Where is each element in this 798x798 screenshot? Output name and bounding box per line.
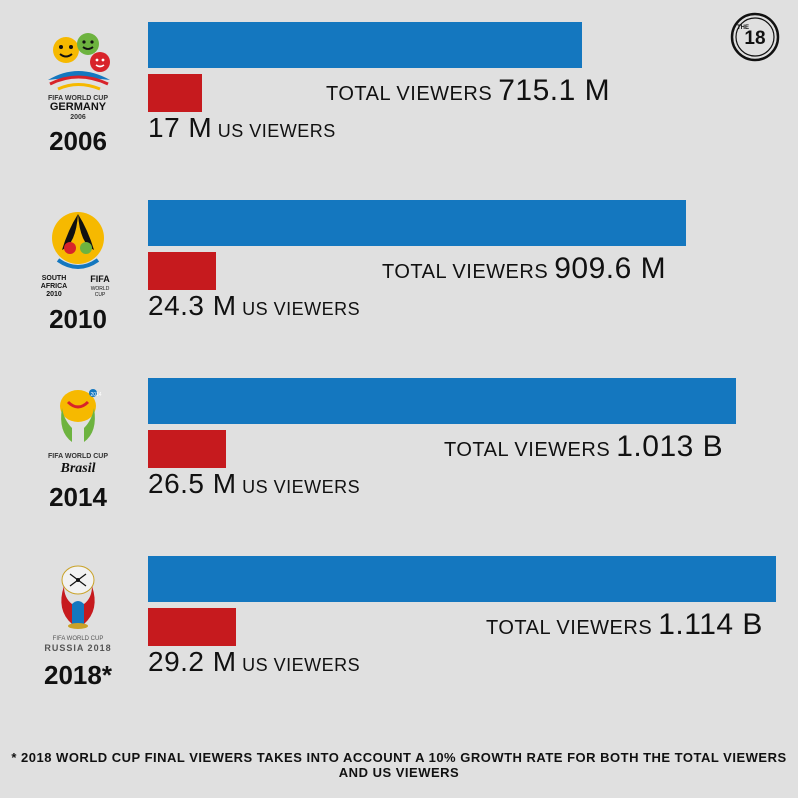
svg-text:2010: 2010 <box>46 291 62 298</box>
total-bar <box>148 378 736 424</box>
wc-logo-2006: FIFA WORLD CUP GERMANY 2006 <box>28 22 128 122</box>
wc-logo-2010: SOUTH AFRICA 2010 FIFA WORLD CUP <box>28 200 128 300</box>
row-2018: FIFA WORLD CUP RUSSIA 2018 2018* TOTAL V… <box>8 552 780 702</box>
total-bar <box>148 556 776 602</box>
bars-2018: TOTAL VIEWERS 1.114 B 29.2 M US VIEWERS <box>148 552 780 646</box>
total-bar <box>148 22 582 68</box>
svg-text:2014: 2014 <box>90 392 101 398</box>
svg-text:CUP: CUP <box>95 292 106 298</box>
logo-col-2014: 2014 FIFA WORLD CUP Brasil 2014 <box>8 374 148 513</box>
svg-text:Brasil: Brasil <box>59 461 95 476</box>
us-bar <box>148 74 202 112</box>
svg-text:SOUTH: SOUTH <box>42 275 67 282</box>
logo-col-2018: FIFA WORLD CUP RUSSIA 2018 2018* <box>8 552 148 691</box>
year-label: 2010 <box>8 304 148 335</box>
svg-text:AFRICA: AFRICA <box>41 283 67 290</box>
bars-2010: TOTAL VIEWERS 909.6 M 24.3 M US VIEWERS <box>148 196 780 290</box>
svg-text:GERMANY: GERMANY <box>50 101 107 113</box>
total-viewers-label: TOTAL VIEWERS 1.013 B <box>444 430 723 464</box>
us-viewers-label: 29.2 M US VIEWERS <box>148 646 360 678</box>
row-2006: FIFA WORLD CUP GERMANY 2006 2006 TOTAL V… <box>8 18 780 168</box>
us-viewers-label: 26.5 M US VIEWERS <box>148 468 360 500</box>
wc-logo-2018: FIFA WORLD CUP RUSSIA 2018 <box>28 556 128 656</box>
year-label: 2006 <box>8 126 148 157</box>
row-2014: 2014 FIFA WORLD CUP Brasil 2014 TOTAL VI… <box>8 374 780 524</box>
svg-text:RUSSIA 2018: RUSSIA 2018 <box>44 643 111 653</box>
bars-2014: TOTAL VIEWERS 1.013 B 26.5 M US VIEWERS <box>148 374 780 468</box>
wc-logo-2014: 2014 FIFA WORLD CUP Brasil <box>28 378 128 478</box>
total-viewers-label: TOTAL VIEWERS 1.114 B <box>486 608 763 642</box>
svg-text:FIFA WORLD CUP: FIFA WORLD CUP <box>48 453 108 460</box>
year-label: 2018* <box>8 660 148 691</box>
svg-text:2006: 2006 <box>70 114 86 121</box>
us-viewers-label: 24.3 M US VIEWERS <box>148 290 360 322</box>
us-bar <box>148 252 216 290</box>
logo-col-2006: FIFA WORLD CUP GERMANY 2006 2006 <box>8 18 148 157</box>
svg-text:FIFA WORLD CUP: FIFA WORLD CUP <box>53 636 104 642</box>
us-bar <box>148 608 236 646</box>
year-label: 2014 <box>8 482 148 513</box>
chart-rows: FIFA WORLD CUP GERMANY 2006 2006 TOTAL V… <box>0 0 798 702</box>
footnote: * 2018 WORLD CUP FINAL VIEWERS TAKES INT… <box>0 750 798 780</box>
us-bar <box>148 430 226 468</box>
logo-col-2010: SOUTH AFRICA 2010 FIFA WORLD CUP 2010 <box>8 196 148 335</box>
total-viewers-label: TOTAL VIEWERS 909.6 M <box>382 252 666 286</box>
total-bar <box>148 200 686 246</box>
svg-text:FIFA: FIFA <box>90 274 110 284</box>
us-viewers-label: 17 M US VIEWERS <box>148 112 336 144</box>
total-viewers-label: TOTAL VIEWERS 715.1 M <box>326 74 610 108</box>
row-2010: SOUTH AFRICA 2010 FIFA WORLD CUP 2010 TO… <box>8 196 780 346</box>
bars-2006: TOTAL VIEWERS 715.1 M 17 M US VIEWERS <box>148 18 780 112</box>
